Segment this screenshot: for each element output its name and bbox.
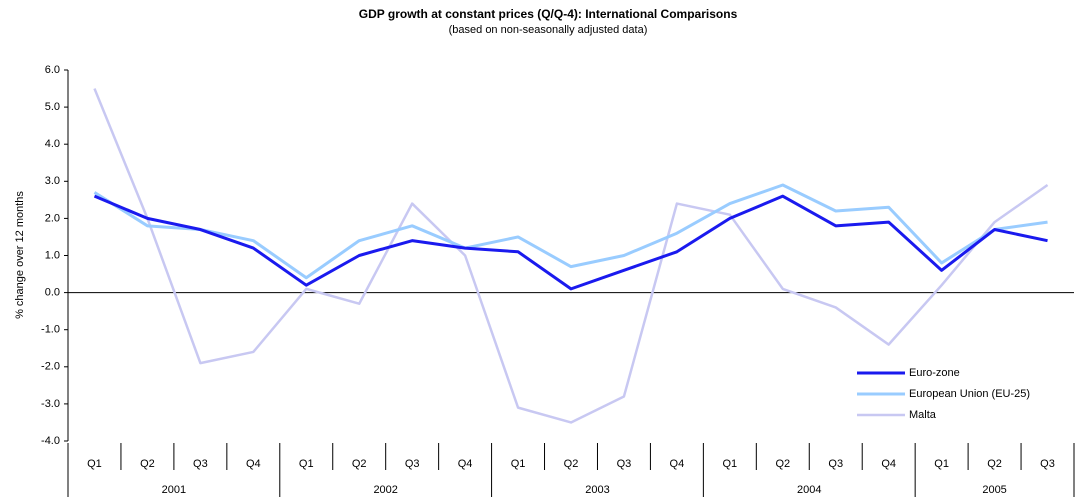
legend-label: Euro-zone (909, 367, 960, 379)
x-tick-label: Q4 (670, 458, 685, 470)
y-tick-label: -1.0 (41, 324, 60, 336)
series-line (93, 88, 1049, 424)
year-label: 2003 (585, 484, 609, 496)
x-tick-label: Q4 (881, 458, 896, 470)
y-tick-label: 6.0 (45, 64, 60, 76)
x-tick-label: Q3 (828, 458, 843, 470)
x-tick-label: Q2 (987, 458, 1002, 470)
x-tick-label: Q3 (405, 458, 420, 470)
x-tick-label: Q2 (352, 458, 367, 470)
y-axis-title: % change over 12 months (14, 191, 26, 319)
y-tick-label: -4.0 (41, 435, 60, 447)
chart-subtitle: (based on non-seasonally adjusted data) (449, 24, 648, 36)
y-tick-label: -2.0 (41, 361, 60, 373)
x-tick-label: Q1 (299, 458, 314, 470)
legend-label: European Union (EU-25) (909, 388, 1030, 400)
legend-label: Malta (909, 409, 937, 421)
x-tick-label: Q1 (511, 458, 526, 470)
y-tick-label: 0.0 (45, 287, 60, 299)
y-tick-label: -3.0 (41, 398, 60, 410)
y-tick-label: 5.0 (45, 101, 60, 113)
year-label: 2001 (162, 484, 186, 496)
year-label: 2005 (982, 484, 1006, 496)
year-label: 2004 (797, 484, 821, 496)
x-tick-label: Q1 (934, 458, 949, 470)
series-line (93, 183, 1048, 280)
x-tick-label: Q2 (564, 458, 579, 470)
x-tick-label: Q3 (193, 458, 208, 470)
y-tick-label: 4.0 (45, 138, 60, 150)
x-tick-label: Q1 (87, 458, 102, 470)
y-tick-label: 2.0 (45, 212, 60, 224)
chart-title: GDP growth at constant prices (Q/Q-4): I… (359, 7, 738, 21)
x-tick-label: Q4 (246, 458, 261, 470)
y-tick-label: 3.0 (45, 175, 60, 187)
y-tick-label: 1.0 (45, 249, 60, 261)
x-tick-label: Q4 (458, 458, 473, 470)
x-tick-label: Q1 (722, 458, 737, 470)
x-tick-label: Q3 (1040, 458, 1055, 470)
x-tick-label: Q2 (140, 458, 155, 470)
year-label: 2002 (373, 484, 397, 496)
x-tick-label: Q3 (617, 458, 632, 470)
x-tick-label: Q2 (775, 458, 790, 470)
series-line (93, 194, 1048, 291)
